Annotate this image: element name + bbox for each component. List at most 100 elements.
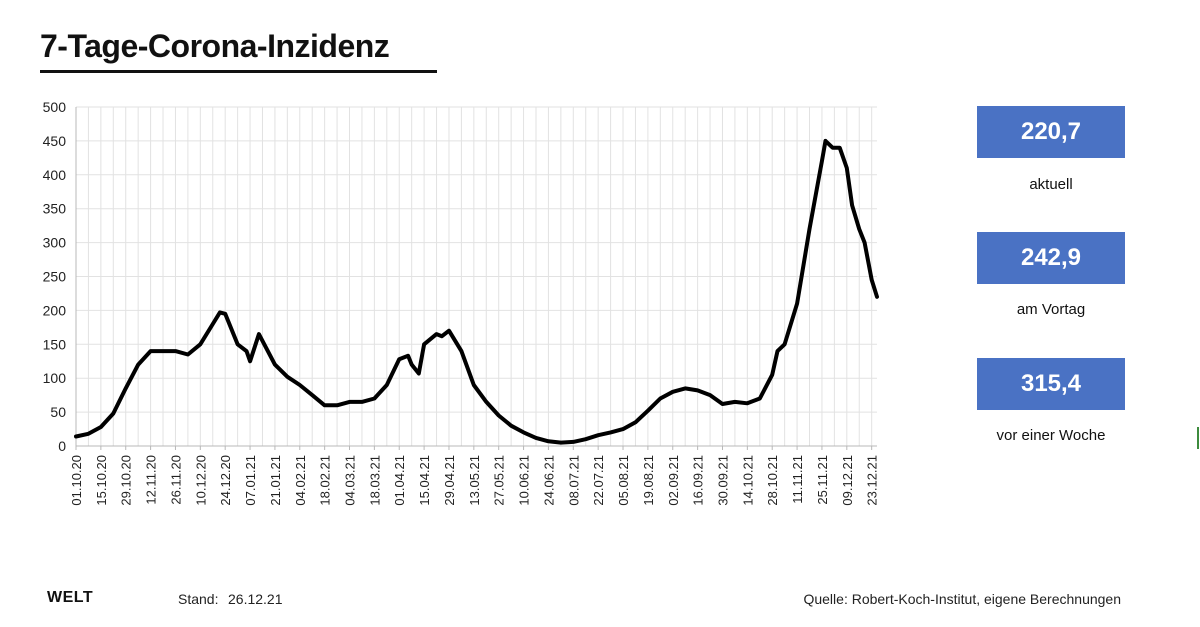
data-point <box>622 428 625 431</box>
edge-marker <box>1197 427 1199 449</box>
stat-week-ago-label: vor einer Woche <box>996 427 1106 444</box>
data-point <box>448 329 451 332</box>
x-tick-label: 29.10.20 <box>119 455 134 506</box>
x-tick-label: 26.11.20 <box>168 455 183 505</box>
data-point <box>820 160 823 163</box>
y-tick-label: 200 <box>43 302 67 318</box>
x-tick-label: 23.12.21 <box>865 455 880 506</box>
x-tick-label: 24.06.21 <box>541 455 556 506</box>
incidence-line <box>74 138 879 445</box>
data-point <box>634 421 637 424</box>
x-tick-label: 04.03.21 <box>343 455 358 506</box>
line-chart: 0 50 100 150 200 250 300 350 400 450 500 01.10.20 1… <box>43 99 880 506</box>
data-point <box>348 400 351 403</box>
data-point <box>211 323 214 326</box>
y-tick-label: 150 <box>43 336 67 352</box>
data-point <box>407 354 410 357</box>
x-tick-label: 19.08.21 <box>641 455 656 506</box>
data-point <box>311 394 314 397</box>
y-tick-label: 250 <box>43 269 67 285</box>
x-tick-label: 05.08.21 <box>616 455 631 506</box>
x-tick-label: 11.11.21 <box>790 455 805 504</box>
stat-current-label: aktuell <box>1029 176 1073 193</box>
data-point <box>218 311 221 314</box>
data-point <box>137 363 140 366</box>
data-point <box>796 302 799 305</box>
x-tick-label: 24.12.20 <box>218 455 233 506</box>
welt-logo: WELT <box>47 589 94 606</box>
x-tick-label: 10.06.21 <box>517 455 532 506</box>
stat-week-ago-value: 315,4 <box>977 358 1125 410</box>
axes <box>75 107 877 447</box>
data-point <box>746 402 749 405</box>
data-point <box>124 387 127 390</box>
data-point <box>236 343 239 346</box>
data-point <box>522 431 525 434</box>
x-tick-label: 10.12.20 <box>193 455 208 506</box>
x-tick-label: 09.12.21 <box>840 455 855 506</box>
data-point <box>112 412 115 415</box>
y-tick-label: 100 <box>43 370 67 386</box>
data-point <box>75 435 78 438</box>
source-note: Quelle: Robert-Koch-Institut, eigene Ber… <box>803 591 1121 607</box>
x-tick-label: 04.02.21 <box>293 455 308 506</box>
data-point <box>659 397 662 400</box>
data-point <box>385 384 388 387</box>
data-point <box>831 146 834 149</box>
data-point <box>559 441 562 444</box>
x-tick-label: 12.11.20 <box>144 455 159 505</box>
chart-title: 7-Tage-Corona-Inzidenz <box>40 28 390 64</box>
data-point <box>783 343 786 346</box>
data-point <box>186 353 189 356</box>
data-point <box>684 387 687 390</box>
data-point <box>410 363 413 366</box>
x-tick-label: 18.02.21 <box>318 455 333 506</box>
data-point <box>497 414 500 417</box>
data-point <box>245 350 248 353</box>
stat-current-value: 220,7 <box>977 106 1125 158</box>
data-point <box>87 432 90 435</box>
data-point <box>257 333 260 336</box>
stat-previous-day-value: 242,9 <box>977 232 1125 284</box>
x-tick-label: 01.10.20 <box>69 455 84 506</box>
data-point <box>758 397 761 400</box>
data-point <box>838 146 841 149</box>
data-point <box>162 350 165 353</box>
x-tick-label: 25.11.21 <box>815 455 830 505</box>
data-point <box>851 204 854 207</box>
data-point <box>460 350 463 353</box>
data-point <box>776 350 779 353</box>
x-axis-ticks: 01.10.20 15.10.20 29.10.20 12.11.20 26.11.20… <box>69 446 880 506</box>
x-tick-label: 14.10.21 <box>740 455 755 506</box>
y-tick-label: 50 <box>50 404 66 420</box>
x-tick-label: 28.10.21 <box>765 455 780 506</box>
data-point <box>298 384 301 387</box>
series-layer <box>74 138 879 445</box>
data-point <box>510 424 513 427</box>
data-point <box>323 404 326 407</box>
data-point <box>435 333 438 336</box>
data-point <box>845 167 848 170</box>
data-point <box>417 372 420 375</box>
data-point <box>609 431 612 434</box>
data-point <box>572 440 575 443</box>
stand-date: 26.12.21 <box>228 591 283 607</box>
data-point <box>273 363 276 366</box>
data-point <box>547 440 550 443</box>
data-point <box>696 389 699 392</box>
y-tick-label: 0 <box>58 438 66 454</box>
y-tick-label: 500 <box>43 99 67 115</box>
data-point <box>824 139 827 142</box>
data-point <box>863 241 866 244</box>
y-tick-label: 300 <box>43 235 67 251</box>
x-tick-label: 30.09.21 <box>715 455 730 506</box>
y-tick-label: 350 <box>43 201 67 217</box>
x-tick-label: 27.05.21 <box>492 455 507 506</box>
data-point <box>771 373 774 376</box>
data-point <box>535 436 538 439</box>
x-tick-label: 22.07.21 <box>591 455 606 506</box>
data-point <box>721 403 724 406</box>
data-point <box>224 312 227 315</box>
x-tick-label: 02.09.21 <box>666 455 681 506</box>
x-tick-label: 29.04.21 <box>442 455 457 506</box>
